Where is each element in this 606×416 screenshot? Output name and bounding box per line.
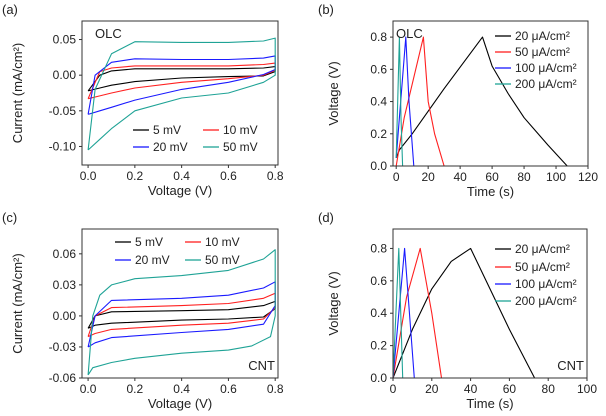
legend-label: 100 μA/cm²: [515, 61, 577, 75]
series-line-3: [393, 247, 404, 378]
x-tick-label: 40: [453, 170, 467, 184]
panel-a: (a) 0.0 0.2 0.4 0.6 0.8 -0.10 -0.05 0.00 0.05 Volt…: [2, 2, 284, 198]
y-tick-label: 0.8: [370, 30, 387, 44]
panel-annotation: OLC: [95, 26, 122, 41]
x-tick-label: 20: [421, 170, 435, 184]
legend-label: 50 μA/cm²: [515, 260, 570, 274]
series-line-0: [393, 247, 536, 378]
y-axis-label: Current (mA/cm²): [10, 43, 25, 143]
x-tick-label: 0.4: [173, 169, 190, 183]
x-tick-label: 0.0: [80, 169, 97, 183]
legend-label: 100 μA/cm²: [515, 277, 577, 291]
legend: 20 μA/cm² 50 μA/cm² 100 μA/cm² 200 μA/cm²: [495, 29, 577, 91]
x-axis-label: Time (s): [466, 396, 513, 411]
legend-label: 50 mV: [205, 253, 240, 267]
y-tick-label: 0.8: [370, 241, 387, 255]
x-tick-label: 120: [578, 170, 598, 184]
x-tick-label: 0: [390, 382, 397, 396]
y-tick-label: 0.4: [370, 95, 387, 109]
x-tick-label: 100: [577, 382, 597, 396]
legend-label: 50 mV: [223, 140, 258, 154]
x-tick-label: 0: [393, 170, 400, 184]
plot-frame: [81, 228, 279, 379]
legend-label: 10 mV: [223, 123, 258, 137]
x-axis-label: Time (s): [467, 184, 514, 199]
panel-b: (b) 0 20 40 60 80 100 120 0.0 0.2 0.4 0.6 0.8 Time (s…: [318, 2, 598, 199]
x-tick-label: 40: [464, 382, 478, 396]
x-tick-label: 80: [542, 382, 556, 396]
y-tick-label: 0.05: [53, 33, 77, 47]
legend-label: 10 mV: [205, 235, 240, 249]
legend-label: 5 mV: [135, 235, 163, 249]
legend-label: 20 mV: [153, 140, 188, 154]
y-tick-label: 0.2: [370, 339, 387, 353]
series-line-1: [395, 36, 445, 166]
x-tick-label: 0.8: [267, 382, 284, 396]
panel-d: (d) 0 20 40 60 80 100 0.0 0.2 0.4 0.6 0.8 Time (s) Vo…: [318, 210, 597, 411]
y-tick-label: -0.06: [49, 371, 77, 385]
x-tick-label: 60: [485, 170, 499, 184]
legend-label: 20 μA/cm²: [515, 242, 570, 256]
legend-label: 200 μA/cm²: [515, 77, 577, 91]
legend-label: 5 mV: [153, 123, 181, 137]
series-line-3: [395, 36, 404, 166]
y-axis-label: Voltage (V): [326, 271, 341, 335]
x-tick-label: 100: [546, 170, 566, 184]
x-tick-label: 0.8: [267, 169, 284, 183]
plot-frame: [392, 228, 588, 379]
panel-label: (a): [2, 2, 18, 17]
panel-label: (c): [2, 210, 17, 225]
series-line-1: [393, 247, 443, 378]
y-tick-label: -0.10: [49, 139, 77, 153]
x-tick-label: 0.2: [127, 382, 144, 396]
legend-label: 20 mV: [135, 253, 170, 267]
x-tick-label: 80: [517, 170, 531, 184]
legend-label: 200 μA/cm²: [515, 294, 577, 308]
panel-label: (b): [318, 2, 334, 17]
x-tick-label: 0.4: [173, 382, 190, 396]
series-line-3: [87, 249, 276, 376]
x-axis-label: Voltage (V): [148, 183, 212, 198]
y-tick-label: -0.05: [49, 104, 77, 118]
plot-frame: [81, 20, 279, 166]
y-tick-label: 0.6: [370, 274, 387, 288]
series-line-2: [393, 247, 415, 378]
y-tick-label: 0.6: [370, 62, 387, 76]
y-tick-label: 0.0: [370, 371, 387, 385]
panel-c: (c) 0.0 0.2 0.4 0.6 0.8 -0.06 -0.03 0.00 0.03 0.06…: [2, 210, 284, 411]
panel-annotation: CNT: [248, 358, 275, 373]
x-tick-label: 0.2: [127, 169, 144, 183]
legend-label: 20 μA/cm²: [515, 29, 570, 43]
legend-label: 50 μA/cm²: [515, 45, 570, 59]
legend: 5 mV 10 mV 20 mV 50 mV: [115, 235, 240, 267]
y-axis-label: Voltage (V): [326, 61, 341, 125]
panel-label: (d): [318, 210, 334, 225]
x-tick-label: 0.0: [80, 382, 97, 396]
series-line-0: [395, 36, 568, 166]
x-tick-label: 60: [503, 382, 517, 396]
series-line-2: [87, 281, 276, 348]
y-axis-label: Current (mA/cm²): [10, 253, 25, 353]
y-tick-label: 0.00: [53, 68, 77, 82]
panel-annotation: OLC: [396, 26, 423, 41]
plot-frame: [392, 20, 589, 167]
y-tick-label: 0.0: [370, 159, 387, 173]
x-tick-label: 0.6: [220, 169, 237, 183]
legend: 20 μA/cm² 50 μA/cm² 100 μA/cm² 200 μA/cm²: [495, 242, 577, 308]
y-tick-label: -0.03: [49, 340, 77, 354]
y-tick-label: 0.06: [53, 247, 77, 261]
y-tick-label: 0.03: [53, 278, 77, 292]
series-line-3: [87, 37, 276, 151]
y-tick-label: 0.2: [370, 127, 387, 141]
legend: 5 mV 10 mV 20 mV 50 mV: [133, 123, 258, 154]
x-tick-label: 20: [425, 382, 439, 396]
y-tick-label: 0.4: [370, 306, 387, 320]
x-axis-label: Voltage (V): [148, 396, 212, 411]
y-tick-label: 0.00: [53, 309, 77, 323]
x-tick-label: 0.6: [220, 382, 237, 396]
panel-annotation: CNT: [557, 358, 584, 373]
